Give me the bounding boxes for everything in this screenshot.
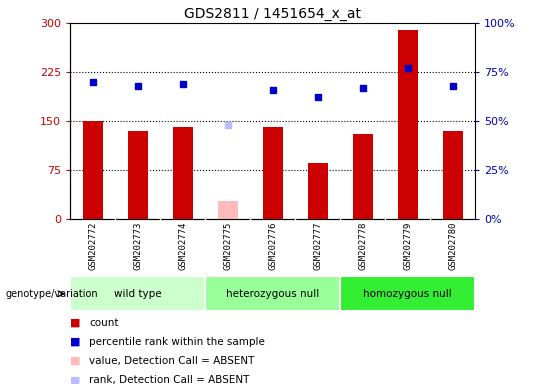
Bar (205, 276, 340, 311)
Text: GSM202779: GSM202779 (403, 222, 412, 270)
Bar (340, 276, 475, 311)
Bar (218, 200, 238, 219)
Title: GDS2811 / 1451654_x_at: GDS2811 / 1451654_x_at (184, 7, 361, 21)
Text: GSM202778: GSM202778 (358, 222, 367, 270)
Text: genotype/variation: genotype/variation (5, 289, 98, 299)
Text: homozygous null: homozygous null (363, 289, 452, 299)
Text: ■: ■ (70, 337, 80, 347)
Bar (353, 134, 373, 219)
Text: ■: ■ (70, 318, 80, 328)
Bar (70, 276, 205, 311)
Bar (262, 127, 283, 219)
Text: count: count (89, 318, 119, 328)
Text: GSM202774: GSM202774 (178, 222, 187, 270)
Text: GSM202773: GSM202773 (133, 222, 142, 270)
Text: value, Detection Call = ABSENT: value, Detection Call = ABSENT (89, 356, 254, 366)
Bar (308, 164, 328, 219)
Bar (397, 30, 418, 219)
Text: GSM202780: GSM202780 (448, 222, 457, 270)
Text: GSM202772: GSM202772 (88, 222, 97, 270)
Text: rank, Detection Call = ABSENT: rank, Detection Call = ABSENT (89, 375, 249, 384)
Text: GSM202777: GSM202777 (313, 222, 322, 270)
Text: ■: ■ (70, 356, 80, 366)
Bar (173, 127, 193, 219)
Bar (127, 131, 148, 219)
Text: wild type: wild type (114, 289, 161, 299)
Text: heterozygous null: heterozygous null (226, 289, 319, 299)
Bar (83, 121, 103, 219)
Bar (443, 131, 463, 219)
Text: GSM202776: GSM202776 (268, 222, 277, 270)
Text: percentile rank within the sample: percentile rank within the sample (89, 337, 265, 347)
Text: ■: ■ (70, 375, 80, 384)
Text: GSM202775: GSM202775 (223, 222, 232, 270)
